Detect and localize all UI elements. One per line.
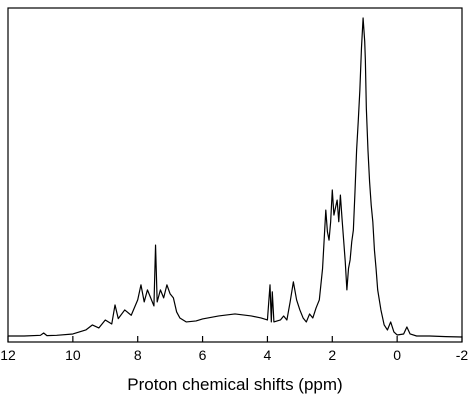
x-tick-label: 2: [328, 347, 336, 363]
x-tick-label: 6: [199, 347, 207, 363]
x-tick-label: 0: [393, 347, 401, 363]
x-axis-label: Proton chemical shifts (ppm): [127, 375, 342, 394]
x-tick-label: 8: [134, 347, 142, 363]
x-tick-label: -2: [456, 347, 469, 363]
x-tick-label: 10: [65, 347, 81, 363]
spectrum-line: [8, 17, 463, 338]
x-tick-label: 12: [0, 347, 16, 363]
x-tick-label: 4: [264, 347, 272, 363]
plot-frame: [7, 7, 463, 343]
